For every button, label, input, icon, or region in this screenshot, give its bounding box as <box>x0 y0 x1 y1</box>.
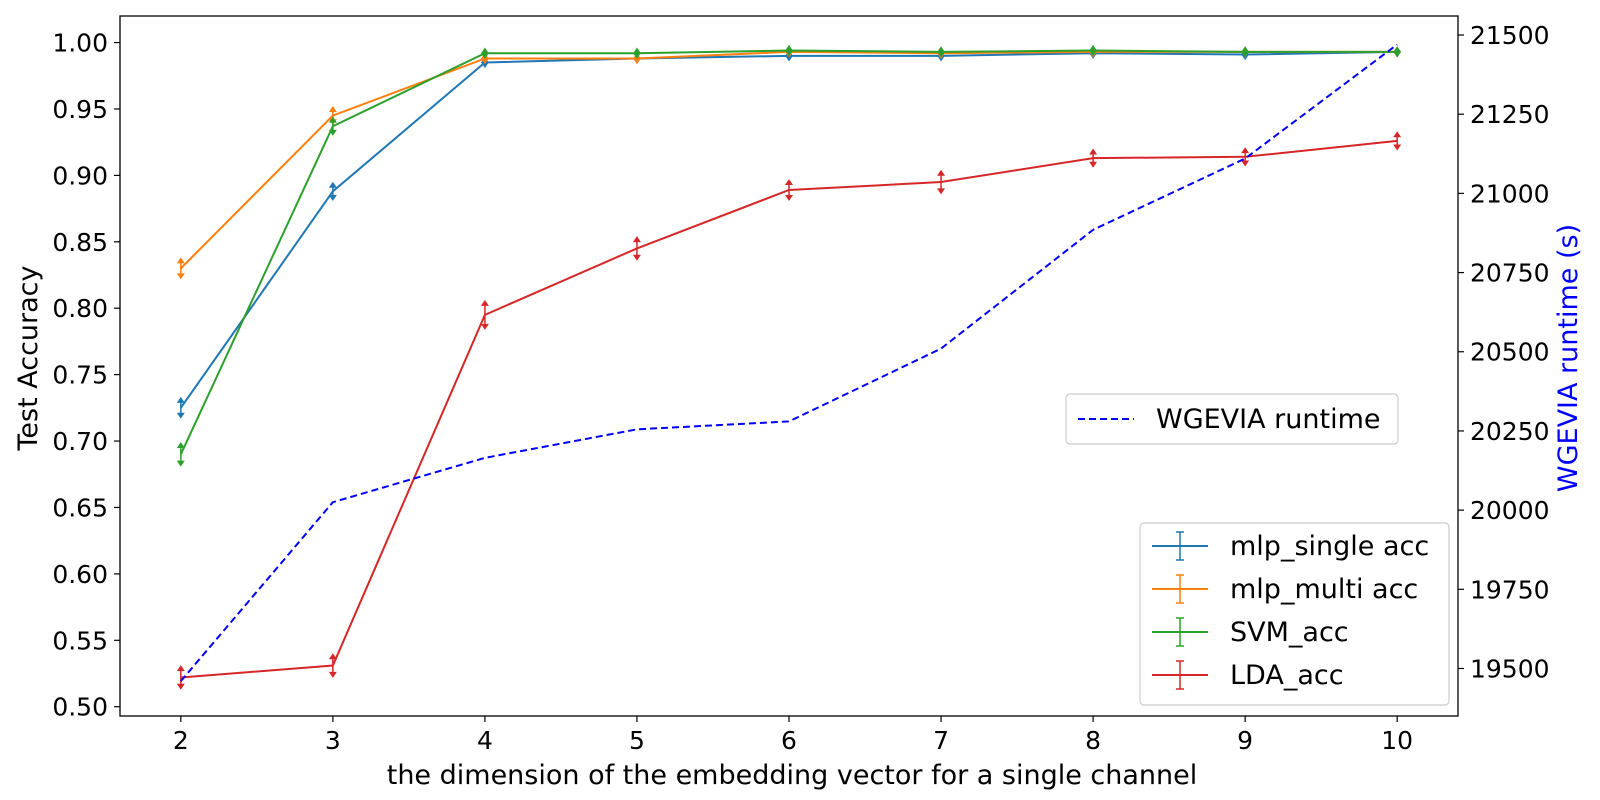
y2-tick-label: 20500 <box>1470 338 1550 367</box>
y-tick-label: 0.95 <box>52 95 108 124</box>
y2-tick-label: 21500 <box>1470 21 1550 50</box>
y2-tick-label: 21000 <box>1470 179 1550 208</box>
error-bar <box>1241 46 1250 58</box>
series-mlp-single-acc <box>176 46 1402 419</box>
series-line-mlp-multi-acc <box>180 50 1398 270</box>
legend-swatch <box>1152 574 1208 604</box>
y-tick-label: 0.70 <box>52 427 108 456</box>
y-tick-label: 0.85 <box>52 228 108 257</box>
legend-label: LDA_acc <box>1230 660 1344 691</box>
y2-tick-label: 19750 <box>1470 575 1550 604</box>
y-axis-right: 19500 19750 20000 20250 20500 20750 21000 21250… <box>1458 21 1550 683</box>
x-tick-label: 10 <box>1381 726 1413 755</box>
error-bar <box>176 442 185 467</box>
error-bar <box>937 169 946 195</box>
error-bar <box>176 257 185 280</box>
series-layer <box>176 43 1402 690</box>
legend-label: WGEVIA runtime <box>1156 404 1381 435</box>
error-bar <box>480 47 489 59</box>
error-bar <box>328 653 337 678</box>
y2-tick-label: 20750 <box>1470 259 1550 288</box>
y2-tick-label: 20000 <box>1470 496 1550 525</box>
error-bar <box>937 46 946 58</box>
series-svm-acc <box>176 44 1402 467</box>
x-tick-label: 6 <box>781 726 797 755</box>
y2-tick-label: 19500 <box>1470 654 1550 683</box>
y-axis-left: 0.50 0.55 0.60 0.65 0.70 0.75 0.80 0.85 0.90 0.95… <box>52 29 120 722</box>
x-tick-label: 2 <box>173 726 189 755</box>
error-bar <box>328 181 337 201</box>
x-tick-label: 8 <box>1085 726 1101 755</box>
x-axis: 2 3 4 5 6 7 8 9 10 <box>173 716 1413 755</box>
error-bar <box>785 44 793 57</box>
error-bar <box>480 299 489 330</box>
y-tick-label: 0.60 <box>52 560 108 589</box>
error-bar <box>1393 46 1402 58</box>
legend-swatch <box>1152 617 1208 647</box>
legend-label: SVM_acc <box>1230 617 1349 648</box>
legend-runtime: WGEVIA runtime <box>1065 393 1399 445</box>
error-bar <box>632 47 641 59</box>
error-bar <box>1241 147 1250 167</box>
legend-accuracy: mlp_single acc mlp_multi acc SVM_acc LDA_ac… <box>1139 522 1450 706</box>
error-bar <box>328 116 337 136</box>
y-tick-label: 0.80 <box>52 294 108 323</box>
legend-frame <box>1139 522 1450 706</box>
y-tick-label: 0.90 <box>52 161 108 190</box>
y-tick-label: 0.65 <box>52 493 108 522</box>
x-tick-label: 9 <box>1237 726 1253 755</box>
error-bar <box>632 236 641 261</box>
series-wgevia-runtime <box>180 43 1398 682</box>
x-tick-label: 4 <box>477 726 493 755</box>
legend-swatch <box>1152 531 1208 561</box>
y2-axis-title: WGEVIA runtime (s) <box>1553 224 1584 492</box>
legend-frame <box>1065 393 1399 445</box>
x-tick-label: 5 <box>629 726 645 755</box>
y-tick-label: 0.50 <box>52 693 108 722</box>
y2-tick-label: 20250 <box>1470 417 1550 446</box>
y2-tick-label: 21250 <box>1470 100 1550 129</box>
y-tick-label: 1.00 <box>52 29 108 58</box>
legend-swatch <box>1152 660 1208 690</box>
error-bar <box>1089 44 1098 57</box>
error-bar <box>1089 148 1098 168</box>
x-tick-label: 7 <box>933 726 949 755</box>
y-tick-label: 0.75 <box>52 361 108 390</box>
legend-label: mlp_single acc <box>1230 531 1429 562</box>
y-tick-label: 0.55 <box>52 626 108 655</box>
series-mlp-multi-acc <box>176 46 1402 280</box>
x-axis-title: the dimension of the embedding vector fo… <box>387 760 1198 791</box>
error-bar <box>1393 131 1402 151</box>
y-axis-title: Test Accuracy <box>13 265 44 451</box>
series-lda-acc <box>176 131 1402 690</box>
error-bar <box>176 665 185 690</box>
legend-label: mlp_multi acc <box>1230 574 1418 605</box>
error-bar <box>176 396 185 419</box>
error-bar <box>785 179 793 201</box>
x-tick-label: 3 <box>325 726 341 755</box>
series-line-wgevia-runtime <box>180 43 1398 682</box>
